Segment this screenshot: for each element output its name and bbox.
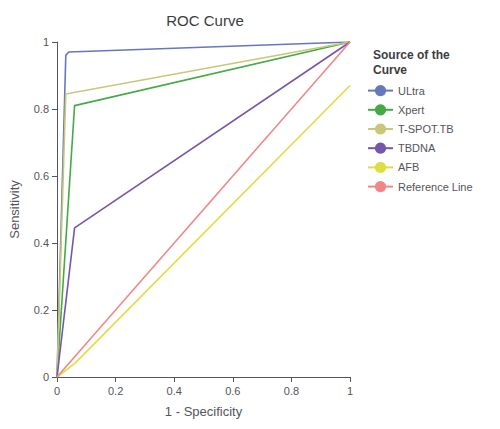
svg-text:Source of the: Source of the: [373, 48, 450, 62]
svg-text:ROC Curve: ROC Curve: [166, 12, 244, 29]
svg-text:0.4: 0.4: [167, 385, 182, 397]
svg-text:1: 1: [43, 36, 49, 48]
svg-text:Xpert: Xpert: [398, 104, 424, 116]
svg-text:0.4: 0.4: [34, 237, 49, 249]
svg-text:ULtra: ULtra: [398, 85, 426, 97]
svg-text:0.8: 0.8: [34, 103, 49, 115]
svg-text:1 - Specificity: 1 - Specificity: [165, 404, 243, 419]
svg-text:1: 1: [347, 385, 353, 397]
svg-text:0: 0: [43, 371, 49, 383]
svg-text:0.8: 0.8: [284, 385, 299, 397]
svg-text:0.2: 0.2: [34, 304, 49, 316]
svg-text:0.6: 0.6: [34, 170, 49, 182]
svg-text:Curve: Curve: [373, 63, 407, 77]
svg-text:T-SPOT.TB: T-SPOT.TB: [398, 123, 454, 135]
svg-text:0.2: 0.2: [108, 385, 123, 397]
svg-text:Reference Line: Reference Line: [398, 181, 473, 193]
svg-text:0.6: 0.6: [225, 385, 240, 397]
svg-text:AFB: AFB: [398, 161, 419, 173]
svg-text:0: 0: [54, 385, 60, 397]
svg-text:TBDNA: TBDNA: [398, 142, 436, 154]
svg-text:Sensitivity: Sensitivity: [7, 180, 22, 239]
